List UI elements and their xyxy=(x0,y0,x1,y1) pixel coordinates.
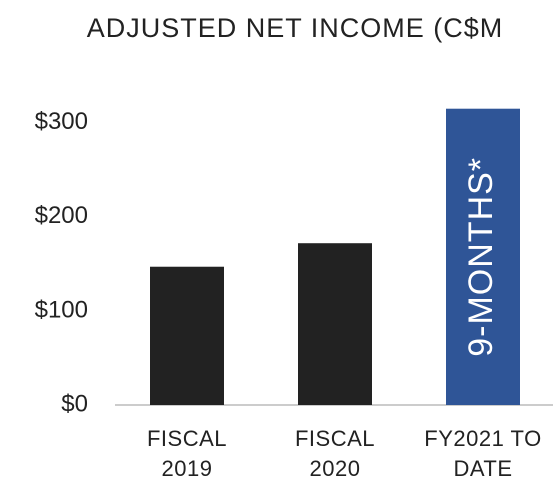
annotation: 9-MONTHS* xyxy=(462,157,500,357)
x-tick-label: FY2021 TO xyxy=(424,426,541,451)
y-tick-label: $300 xyxy=(35,108,88,135)
x-tick-label: 2019 xyxy=(162,456,213,481)
y-tick-label: $0 xyxy=(61,390,88,417)
x-tick-label: DATE xyxy=(453,456,512,481)
chart-title: ADJUSTED NET INCOME (C$M xyxy=(87,13,504,43)
y-tick-label: $200 xyxy=(35,202,88,229)
bar xyxy=(298,243,372,405)
x-tick-label: FISCAL xyxy=(147,426,227,451)
bar xyxy=(446,108,520,405)
x-tick-label: FISCAL xyxy=(295,426,375,451)
y-tick-label: $100 xyxy=(35,296,88,323)
bar xyxy=(150,266,224,405)
x-tick-label: 2020 xyxy=(310,456,361,481)
